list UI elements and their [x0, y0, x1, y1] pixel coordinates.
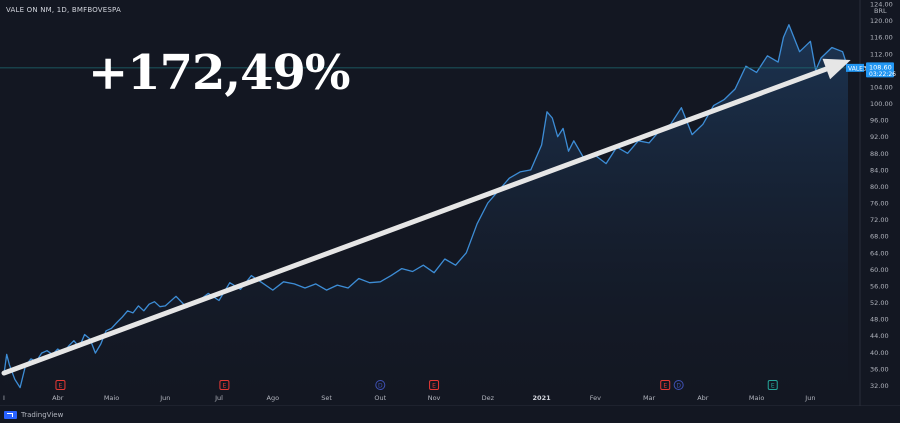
gain-percentage-label: +172,49% — [88, 45, 351, 101]
x-tick-label: 2021 — [533, 394, 552, 402]
event-marker-label: E — [223, 382, 227, 389]
y-tick-label: 96.00 — [870, 117, 889, 125]
event-marker-label: D — [378, 382, 383, 389]
y-tick-label: 124.00 — [870, 1, 893, 9]
current-time-value: 03:22:26 — [869, 71, 896, 78]
trend-arrow-shaft — [1, 66, 829, 376]
event-marker-label: E — [771, 382, 775, 389]
trend-arrow-head — [822, 58, 851, 80]
x-tick-label: Set — [321, 394, 332, 402]
currency-label: BRL — [874, 7, 887, 15]
x-tick-label: Out — [374, 394, 386, 402]
x-tick-label: Jun — [159, 394, 170, 402]
y-tick-label: 120.00 — [870, 17, 893, 25]
y-tick-label: 80.00 — [870, 183, 889, 191]
y-tick-label: 48.00 — [870, 316, 889, 324]
earnings-marker[interactable] — [219, 380, 230, 390]
y-tick-label: 52.00 — [870, 299, 889, 307]
x-tick-label: Maio — [749, 394, 764, 402]
x-tick-label: Abr — [697, 394, 709, 402]
y-tick-label: 100.00 — [870, 100, 893, 108]
trend-arrow — [1, 58, 851, 376]
footer-bar — [0, 406, 900, 423]
x-tick-label: Jun — [804, 394, 815, 402]
y-tick-label: 92.00 — [870, 133, 889, 141]
y-tick-label: 40.00 — [870, 349, 889, 357]
symbol-price-tag — [846, 63, 864, 72]
y-tick-label: 84.00 — [870, 166, 889, 174]
current-price-box[interactable] — [866, 62, 894, 78]
x-tick-label: I — [3, 394, 5, 402]
current-price-value: 108.60 — [869, 63, 892, 71]
price-area-fill — [4, 24, 848, 400]
symbol-title: VALE ON NM, 1D, BMFBOVESPA — [6, 6, 122, 14]
x-tick-label: Dez — [482, 394, 495, 402]
y-tick-label: 64.00 — [870, 249, 889, 257]
y-tick-label: 56.00 — [870, 282, 889, 290]
tradingview-brand-text: TradingView — [21, 411, 64, 419]
price-series-line[interactable] — [3, 24, 849, 389]
event-marker-label: E — [663, 382, 667, 389]
x-tick-label: Fev — [590, 394, 601, 402]
x-tick-label: Jul — [214, 394, 223, 402]
x-tick-label: Abr — [52, 394, 64, 402]
earnings-marker[interactable] — [55, 380, 66, 390]
earnings-marker[interactable] — [429, 380, 440, 390]
symbol-price-tag-text: VALE3 — [848, 65, 867, 72]
y-tick-label: 76.00 — [870, 200, 889, 208]
tradingview-logo-icon — [4, 411, 17, 419]
y-tick-label: 104.00 — [870, 83, 893, 91]
x-tick-label: Ago — [267, 394, 280, 402]
y-axis[interactable]: 32.00 36.00 40.00 44.00 48.00 52.00 56.00 60.00… — [866, 1, 896, 390]
event-marker-label: D — [676, 382, 681, 389]
event-marker-label: E — [59, 382, 63, 389]
y-tick-label: 88.00 — [870, 150, 889, 158]
split-marker[interactable] — [767, 380, 778, 390]
x-tick-label: Nov — [428, 394, 441, 402]
y-tick-label: 60.00 — [870, 266, 889, 274]
y-tick-label: 36.00 — [870, 365, 889, 373]
y-tick-label: 68.00 — [870, 233, 889, 241]
dividend-marker[interactable] — [673, 380, 684, 390]
event-marker-label: E — [432, 382, 436, 389]
dividend-marker[interactable] — [375, 380, 386, 390]
tradingview-logo[interactable]: TradingView — [4, 409, 63, 421]
earnings-marker[interactable] — [660, 380, 671, 390]
y-tick-label: 72.00 — [870, 216, 889, 224]
y-tick-label: 112.00 — [870, 50, 893, 58]
x-axis[interactable]: I Abr Maio Jun Jul Ago Set Out Nov Dez 2021 Fev Mar A… — [3, 394, 815, 402]
x-tick-label: Mar — [643, 394, 656, 402]
y-tick-label: 32.00 — [870, 382, 889, 390]
y-tick-label: 44.00 — [870, 332, 889, 340]
x-tick-label: Maio — [104, 394, 119, 402]
y-tick-label: 116.00 — [870, 34, 893, 42]
